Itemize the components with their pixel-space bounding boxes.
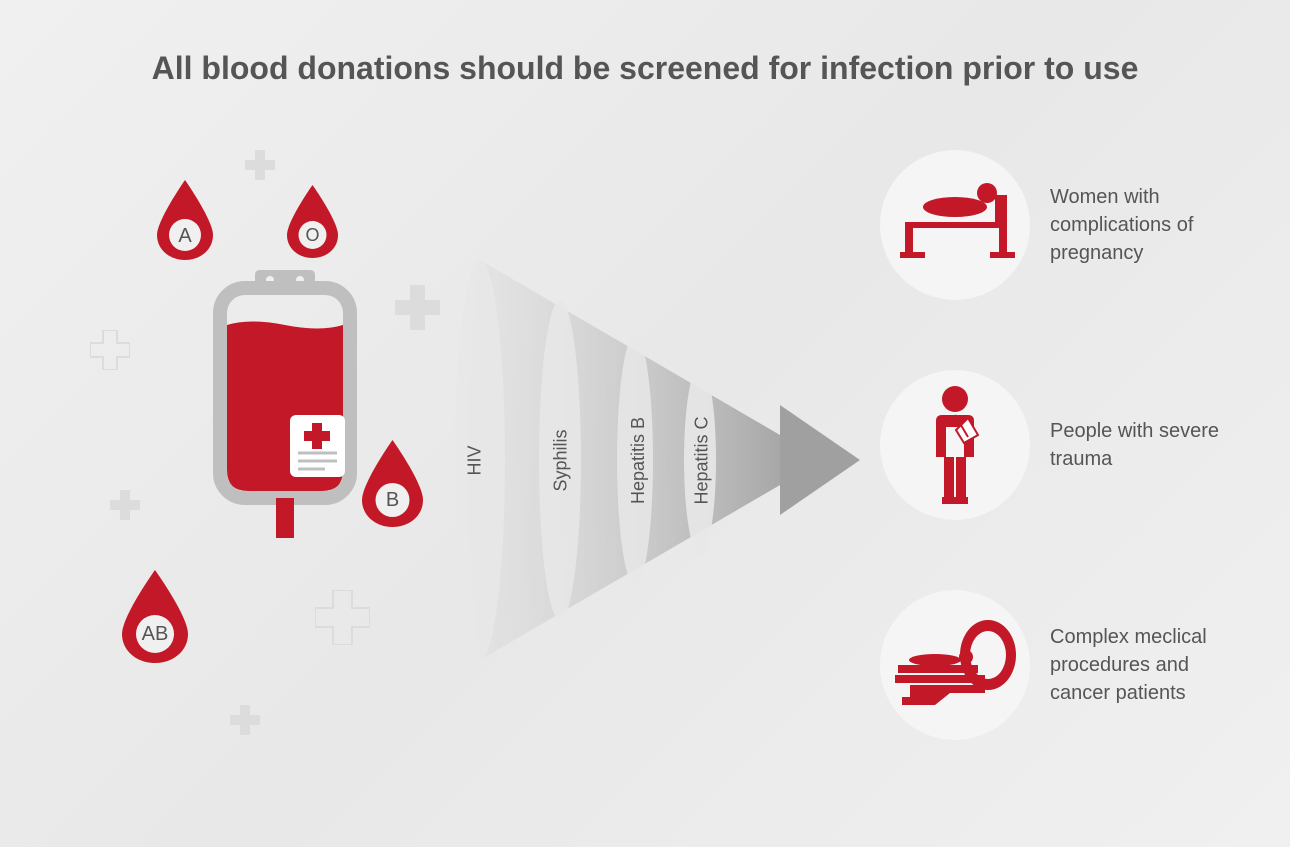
blood-drop-b: B [360,440,425,527]
blood-type-label: AB [120,623,190,646]
screening-funnel: HIV Syphilis Hepatitis B Hepatitis C [440,180,870,740]
blood-type-label: B [360,489,425,512]
blood-bag-icon [200,270,370,555]
recipient-label: Complex meclical procedures and cancer p… [1050,623,1250,707]
screening-label-hepc: Hepatitis C [692,416,713,504]
cross-decoration [315,590,370,650]
blood-type-label: O [285,225,340,246]
screening-label-hepb: Hepatitis B [628,417,649,504]
recipient-label: People with severe trauma [1050,417,1250,473]
recipient-item: Women with complications of pregnancy [880,150,1250,300]
blood-drop-ab: AB [120,570,190,663]
blood-drop-a: A [155,180,215,260]
recipient-label: Women with complications of pregnancy [1050,183,1250,267]
medical-scanner-icon [880,590,1030,740]
blood-drop-o: O [285,185,340,258]
cross-decoration [230,705,260,740]
trauma-icon [880,370,1030,520]
cross-decoration [245,150,275,185]
blood-source-section: A O B AB [60,150,460,750]
cross-decoration [90,330,130,375]
recipient-item: Complex meclical procedures and cancer p… [880,590,1250,740]
recipients-section: Women with complications of pregnancy Pe… [880,150,1250,810]
screening-label-syphilis: Syphilis [551,429,572,491]
cross-decoration [110,490,140,525]
cross-decoration [395,285,440,335]
pregnancy-icon [880,150,1030,300]
recipient-item: People with severe trauma [880,370,1250,520]
blood-type-label: A [155,225,215,248]
page-title: All blood donations should be screened f… [0,50,1290,87]
screening-label-hiv: HIV [465,445,486,475]
